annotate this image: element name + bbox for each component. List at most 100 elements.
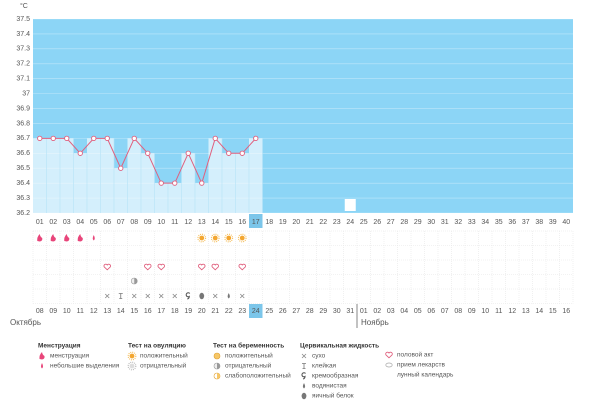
date-label: 14 [535, 308, 543, 315]
date-label: 10 [481, 308, 489, 315]
sun-icon [226, 235, 232, 241]
date-label: 17 [157, 308, 165, 315]
marker-dry [172, 293, 178, 299]
marker-creamy [185, 292, 191, 300]
temp-point [64, 135, 70, 142]
cycle-day-label: 28 [400, 219, 408, 226]
marker-intercourse [103, 263, 111, 271]
marker-dry [158, 293, 164, 299]
sun-rays [127, 351, 137, 361]
date-label: 24 [252, 308, 260, 315]
legend-icon [301, 372, 306, 380]
legend-icon [39, 352, 45, 360]
cycle-day-label: 31 [441, 219, 449, 226]
cycle-day-label: 34 [481, 219, 489, 226]
cycle-day-label: 37 [522, 219, 530, 226]
cycle-day-label: 25 [360, 219, 368, 226]
current-day-highlight [249, 214, 263, 228]
date-label: 14 [117, 308, 125, 315]
cycle-day-label: 29 [414, 219, 422, 226]
marker-menstruation [77, 234, 83, 242]
date-label: 12 [90, 308, 98, 315]
flame-icon [77, 234, 83, 242]
legend-item: отрицательный [140, 362, 187, 370]
cross-icon [301, 353, 307, 359]
legend-item: половой акт [397, 351, 433, 359]
legend-icon [127, 361, 137, 371]
test-icon-half [134, 278, 138, 284]
cycle-day-label: 09 [144, 219, 152, 226]
marker-menstruation [64, 234, 70, 242]
legend-icon [302, 363, 306, 369]
date-label: 09 [468, 308, 476, 315]
date-label: 06 [427, 308, 435, 315]
heart-icon [198, 263, 206, 271]
moon-icon [386, 371, 390, 379]
temp-bar [46, 138, 60, 213]
cycle-day-label: 39 [549, 219, 557, 226]
legend-title: Тест на овуляцию [128, 343, 186, 350]
sun-icon [129, 353, 135, 359]
cycle-day-label: 01 [36, 219, 44, 226]
legend-item: яичный белок [312, 392, 354, 400]
marker-menstruation [50, 234, 56, 242]
cycle-day-label: 38 [535, 219, 543, 226]
y-tick-label: 37 [22, 90, 30, 97]
date-label: 01 [360, 308, 368, 315]
cross-icon [104, 293, 110, 299]
sun-rays [210, 233, 220, 243]
marker-dry [212, 293, 218, 299]
cycle-day-label: 20 [292, 219, 300, 226]
heart-icon [144, 263, 152, 271]
date-label: 03 [387, 308, 395, 315]
cycle-day-label: 32 [454, 219, 462, 226]
cross-icon [172, 293, 178, 299]
temp-bar [222, 153, 236, 213]
y-tick-label: 36.7 [16, 135, 30, 142]
cycle-day-label: 35 [495, 219, 503, 226]
heart-icon [385, 351, 393, 359]
cycle-day-label: 13 [198, 219, 206, 226]
temp-bar [249, 138, 263, 213]
heart-icon [157, 263, 165, 271]
temp-point [131, 135, 137, 142]
cycle-day-label: 04 [76, 219, 84, 226]
date-label: 08 [454, 308, 462, 315]
temp-bar [127, 138, 141, 213]
sticky-icon [118, 293, 123, 299]
temp-bar [33, 138, 47, 213]
marker-ovulation-positive [237, 233, 247, 243]
today-date-highlight [249, 304, 263, 318]
marker-spotting [92, 235, 95, 241]
watery-icon [227, 293, 230, 299]
date-label: 28 [306, 308, 314, 315]
date-label: 08 [36, 308, 44, 315]
temp-point [199, 180, 205, 186]
cycle-day-label: 21 [306, 219, 314, 226]
sun-rays [197, 233, 207, 243]
creamy-icon [185, 292, 191, 300]
y-tick-label: 37.2 [16, 61, 30, 68]
test-icon [213, 352, 221, 360]
marker-ovulation-positive [197, 233, 207, 243]
date-label: 13 [522, 308, 530, 315]
cycle-day-label: 27 [387, 219, 395, 226]
sun-icon [239, 235, 245, 241]
drop-icon [41, 363, 43, 369]
cycle-day-label: 23 [333, 219, 341, 226]
legend-title: Цервикальная жидкость [300, 343, 379, 350]
legend-icon [385, 351, 393, 359]
flame-icon [64, 234, 70, 242]
legend-icon [385, 362, 393, 368]
date-label: 11 [495, 308, 502, 315]
temp-bar [87, 138, 101, 213]
legend-item: кремообразная [312, 372, 359, 380]
month-label: Ноябрь [361, 318, 389, 327]
legend-item: водянистая [312, 383, 347, 390]
date-label: 30 [333, 308, 341, 315]
legend-title: Тест на беременность [213, 342, 284, 350]
date-label: 12 [508, 308, 516, 315]
egg-white-icon [301, 392, 307, 400]
y-tick-label: 36.6 [16, 150, 30, 157]
